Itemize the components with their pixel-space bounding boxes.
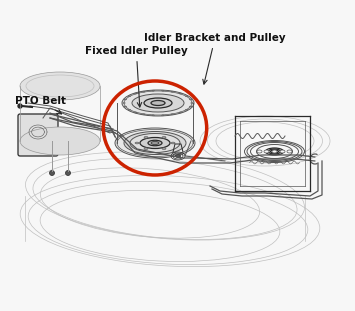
Ellipse shape	[144, 137, 148, 138]
Ellipse shape	[144, 98, 172, 108]
Ellipse shape	[191, 103, 193, 104]
Ellipse shape	[162, 137, 166, 138]
Ellipse shape	[287, 150, 292, 153]
Ellipse shape	[280, 150, 285, 153]
Ellipse shape	[123, 103, 125, 104]
Ellipse shape	[152, 115, 154, 116]
Ellipse shape	[144, 148, 148, 150]
Ellipse shape	[128, 96, 131, 97]
Ellipse shape	[179, 112, 181, 113]
Ellipse shape	[128, 109, 131, 110]
Ellipse shape	[152, 90, 154, 91]
Ellipse shape	[143, 114, 145, 115]
Ellipse shape	[185, 96, 188, 97]
Ellipse shape	[135, 142, 139, 144]
Ellipse shape	[171, 91, 173, 92]
Ellipse shape	[151, 142, 159, 145]
Ellipse shape	[143, 91, 145, 92]
FancyBboxPatch shape	[18, 114, 58, 156]
Ellipse shape	[272, 150, 277, 153]
Ellipse shape	[135, 93, 137, 94]
Ellipse shape	[20, 127, 100, 155]
Ellipse shape	[122, 90, 194, 116]
Ellipse shape	[135, 112, 137, 113]
Text: Fixed Idler Pulley: Fixed Idler Pulley	[85, 46, 188, 107]
Ellipse shape	[132, 94, 184, 112]
Text: PTO Belt: PTO Belt	[15, 96, 66, 114]
Ellipse shape	[124, 106, 127, 107]
Ellipse shape	[162, 90, 164, 91]
Text: Idler Bracket and Pulley: Idler Bracket and Pulley	[144, 33, 286, 84]
Ellipse shape	[140, 137, 170, 148]
Ellipse shape	[171, 114, 173, 115]
Circle shape	[18, 104, 22, 108]
Ellipse shape	[257, 150, 262, 153]
Ellipse shape	[162, 115, 164, 116]
Ellipse shape	[130, 133, 180, 152]
Ellipse shape	[171, 142, 175, 144]
Ellipse shape	[151, 100, 165, 105]
Ellipse shape	[185, 109, 188, 110]
Circle shape	[66, 170, 71, 175]
Ellipse shape	[179, 93, 181, 94]
Ellipse shape	[189, 106, 192, 107]
Ellipse shape	[115, 128, 195, 158]
Ellipse shape	[264, 150, 269, 153]
Ellipse shape	[124, 132, 186, 155]
Ellipse shape	[20, 72, 100, 100]
Ellipse shape	[148, 140, 162, 146]
Ellipse shape	[162, 148, 166, 150]
Ellipse shape	[124, 99, 127, 100]
Ellipse shape	[189, 99, 192, 100]
Circle shape	[49, 170, 55, 175]
Ellipse shape	[175, 155, 180, 157]
